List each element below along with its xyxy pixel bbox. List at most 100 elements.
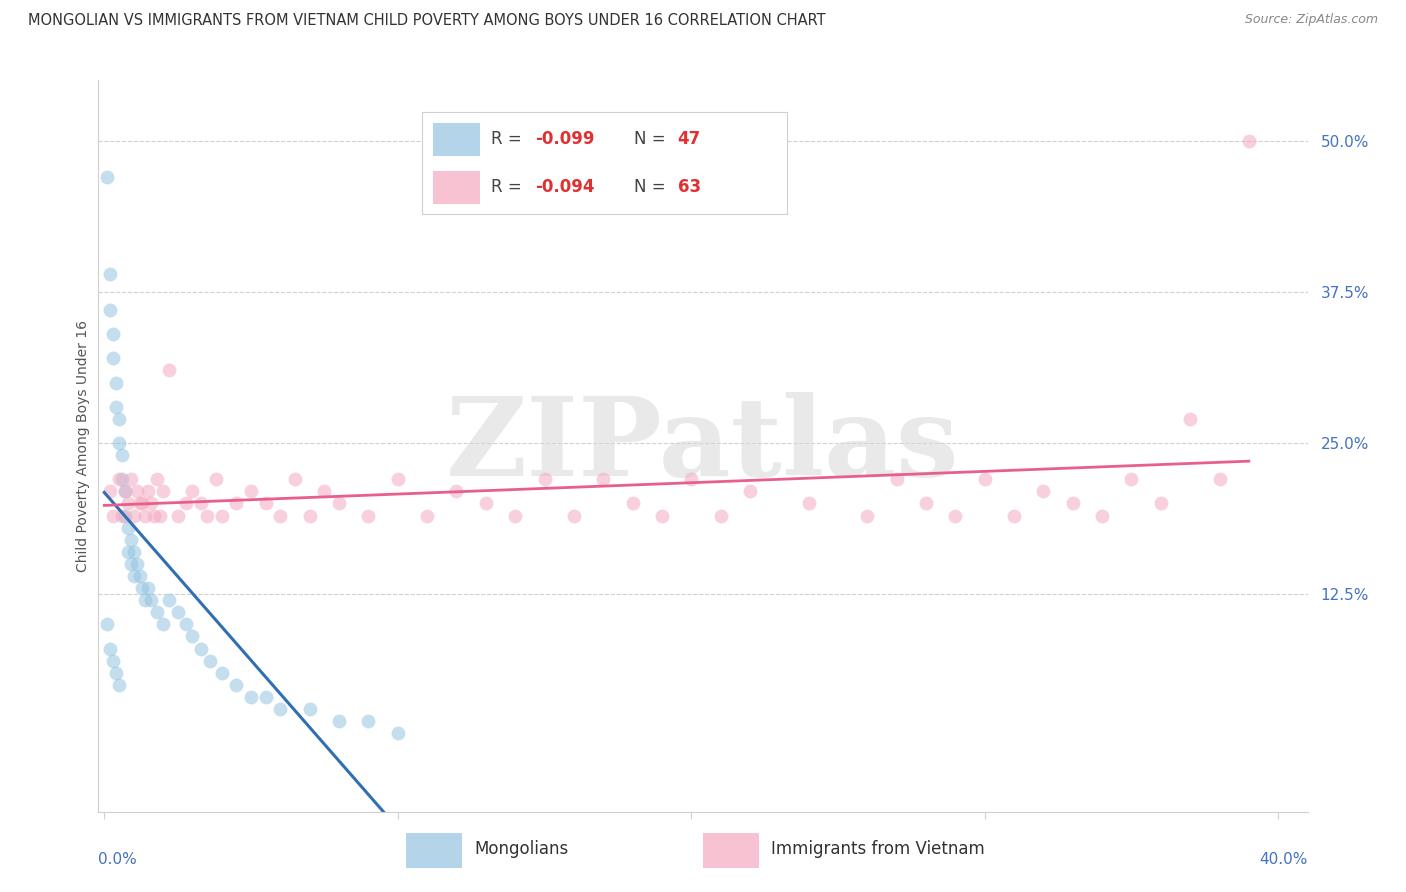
Point — [136, 484, 159, 499]
Point — [131, 496, 153, 510]
Point — [117, 520, 139, 534]
Point — [122, 545, 145, 559]
Point — [1208, 472, 1230, 486]
Point — [105, 400, 128, 414]
Text: -0.099: -0.099 — [536, 130, 595, 148]
Point — [225, 678, 247, 692]
Point — [120, 533, 142, 547]
Point — [357, 508, 380, 523]
Point — [240, 484, 263, 499]
Text: 63: 63 — [678, 178, 700, 196]
Point — [143, 508, 166, 523]
Point — [328, 714, 350, 728]
Point — [108, 678, 131, 692]
Text: -0.094: -0.094 — [536, 178, 595, 196]
Text: R =: R = — [491, 178, 527, 196]
Point — [181, 484, 204, 499]
FancyBboxPatch shape — [433, 123, 481, 155]
Point — [141, 496, 163, 510]
Point — [146, 605, 169, 619]
Point — [328, 496, 350, 510]
Point — [157, 363, 180, 377]
Point — [108, 472, 131, 486]
Point — [915, 496, 938, 510]
Point — [176, 617, 198, 632]
Point — [152, 617, 174, 632]
Point — [108, 412, 131, 426]
Point — [120, 472, 142, 486]
Point — [475, 496, 498, 510]
Point — [651, 508, 673, 523]
Point — [114, 508, 136, 523]
Point — [101, 654, 124, 668]
Point — [166, 508, 188, 523]
Point — [146, 472, 169, 486]
Point — [131, 581, 153, 595]
Point — [240, 690, 263, 704]
Point — [945, 508, 967, 523]
Point — [204, 472, 226, 486]
Point — [157, 593, 180, 607]
Text: Immigrants from Vietnam: Immigrants from Vietnam — [770, 840, 984, 858]
FancyBboxPatch shape — [433, 171, 481, 204]
Point — [149, 508, 172, 523]
Point — [128, 569, 150, 583]
Point — [1032, 484, 1054, 499]
Point — [114, 484, 136, 499]
Text: MONGOLIAN VS IMMIGRANTS FROM VIETNAM CHILD POVERTY AMONG BOYS UNDER 16 CORRELATI: MONGOLIAN VS IMMIGRANTS FROM VIETNAM CHI… — [28, 13, 825, 29]
Point — [98, 641, 121, 656]
Point — [1121, 472, 1143, 486]
Point — [141, 593, 163, 607]
FancyBboxPatch shape — [406, 833, 461, 868]
Point — [681, 472, 703, 486]
Point — [1150, 496, 1173, 510]
Point — [101, 351, 124, 366]
Point — [101, 508, 124, 523]
Point — [190, 496, 212, 510]
Point — [96, 617, 118, 632]
Point — [98, 484, 121, 499]
Point — [134, 593, 156, 607]
Point — [125, 484, 148, 499]
Point — [176, 496, 198, 510]
Text: Mongolians: Mongolians — [474, 840, 568, 858]
Point — [96, 169, 118, 184]
Point — [856, 508, 879, 523]
Point — [111, 508, 134, 523]
Point — [1062, 496, 1084, 510]
Point — [387, 472, 409, 486]
Point — [211, 665, 233, 680]
FancyBboxPatch shape — [703, 833, 759, 868]
Point — [120, 557, 142, 571]
Point — [152, 484, 174, 499]
Point — [122, 569, 145, 583]
Point — [136, 581, 159, 595]
Point — [298, 508, 321, 523]
Point — [298, 702, 321, 716]
Point — [101, 327, 124, 342]
Point — [269, 702, 291, 716]
Point — [357, 714, 380, 728]
Point — [122, 508, 145, 523]
Point — [254, 496, 277, 510]
Point — [738, 484, 761, 499]
Point — [98, 267, 121, 281]
Point — [134, 508, 156, 523]
Point — [1091, 508, 1114, 523]
Point — [284, 472, 307, 486]
Point — [117, 545, 139, 559]
Point — [111, 448, 134, 462]
Point — [621, 496, 644, 510]
Point — [973, 472, 995, 486]
Text: N =: N = — [634, 130, 671, 148]
Point — [387, 726, 409, 740]
Text: R =: R = — [491, 130, 527, 148]
Point — [254, 690, 277, 704]
Point — [181, 629, 204, 643]
Point — [797, 496, 820, 510]
Point — [416, 508, 439, 523]
Point — [105, 665, 128, 680]
Text: 0.0%: 0.0% — [98, 852, 138, 867]
Point — [128, 496, 150, 510]
Point — [98, 303, 121, 318]
